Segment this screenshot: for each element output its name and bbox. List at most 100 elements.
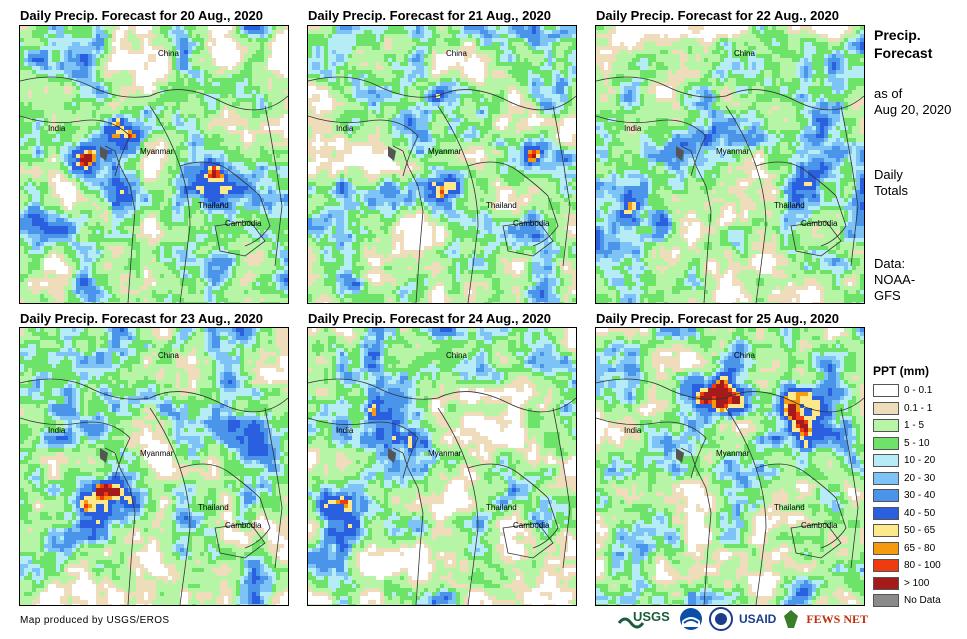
legend-label: 40 - 50 <box>904 508 935 519</box>
legend-item: 10 - 20 <box>873 452 965 470</box>
country-label: Thailand <box>198 201 229 210</box>
country-label: India <box>48 426 66 435</box>
legend-label: 80 - 100 <box>904 560 941 571</box>
country-label: China <box>734 49 755 58</box>
precip-map-day5: China India Myanmar Thailand Cambodia <box>307 327 577 606</box>
country-label: Myanmar <box>140 449 174 458</box>
country-label: Thailand <box>774 201 805 210</box>
country-label: Myanmar <box>716 147 750 156</box>
precip-field: China India Myanmar Thailand Cambodia <box>308 328 576 605</box>
legend-label: 30 - 40 <box>904 490 935 501</box>
sidebar-title: Precip. Forecast <box>874 26 932 62</box>
country-label: India <box>624 426 642 435</box>
precip-field: China India Myanmar Thailand Cambodia <box>596 26 864 303</box>
legend-label: No Data <box>904 595 941 606</box>
noaa-logo-icon <box>680 608 702 630</box>
legend-label: 0.1 - 1 <box>904 403 932 414</box>
logo-fewsnet: FEWS NET <box>806 612 868 627</box>
country-label: Cambodia <box>801 219 838 228</box>
panel-title: Daily Precip. Forecast for 25 Aug., 2020 <box>596 311 839 326</box>
country-label: India <box>624 124 642 133</box>
country-label: Myanmar <box>428 147 462 156</box>
country-label: India <box>48 124 66 133</box>
legend-item: 30 - 40 <box>873 487 965 505</box>
panel-title: Daily Precip. Forecast for 24 Aug., 2020 <box>308 311 551 326</box>
country-label: Thailand <box>486 201 517 210</box>
legend-label: 50 - 65 <box>904 525 935 536</box>
precip-field: China India Myanmar Thailand Cambodia <box>20 26 288 303</box>
country-label: China <box>446 351 467 360</box>
legend-item: 1 - 5 <box>873 417 965 435</box>
usgs-logo-icon: USGS <box>617 609 670 629</box>
legend-swatch <box>873 541 899 555</box>
legend-item: 40 - 50 <box>873 505 965 523</box>
legend-item: > 100 <box>873 575 965 593</box>
legend: PPT (mm) 0 - 0.1 0.1 - 1 1 - 5 5 - 10 10 - 2… <box>873 364 965 610</box>
panel-title: Daily Precip. Forecast for 21 Aug., 2020 <box>308 8 551 23</box>
legend-swatch <box>873 436 899 450</box>
legend-swatch <box>873 559 899 573</box>
legend-label: 5 - 10 <box>904 438 930 449</box>
precip-field: China India Myanmar Thailand Cambodia <box>596 328 864 605</box>
legend-item: 50 - 65 <box>873 522 965 540</box>
panel-title: Daily Precip. Forecast for 23 Aug., 2020 <box>20 311 263 326</box>
country-label: India <box>336 426 354 435</box>
logo-strip: USGS USAID FEWS NET <box>617 605 868 633</box>
precip-map-day6: China India Myanmar Thailand Cambodia <box>595 327 865 606</box>
legend-item: 5 - 10 <box>873 435 965 453</box>
country-label: India <box>336 124 354 133</box>
credit-text: Map produced by USGS/EROS <box>20 615 170 626</box>
legend-swatch <box>873 471 899 485</box>
logo-usaid: USAID <box>739 612 776 626</box>
legend-label: 20 - 30 <box>904 473 935 484</box>
legend-swatch <box>873 524 899 538</box>
country-label: Cambodia <box>513 219 550 228</box>
legend-item: 65 - 80 <box>873 540 965 558</box>
legend-swatch <box>873 454 899 468</box>
country-label: China <box>158 49 179 58</box>
country-label: Cambodia <box>225 521 262 530</box>
legend-item: 80 - 100 <box>873 557 965 575</box>
usaid-seal-icon <box>709 607 733 631</box>
country-label: Myanmar <box>140 147 174 156</box>
legend-title: PPT (mm) <box>873 364 965 378</box>
legend-swatch <box>873 419 899 433</box>
country-label: Thailand <box>198 503 229 512</box>
legend-swatch <box>873 384 899 398</box>
precip-field: China India Myanmar Thailand Cambodia <box>20 328 288 605</box>
precip-field: China India Myanmar Thailand Cambodia <box>308 26 576 303</box>
legend-label: 1 - 5 <box>904 420 924 431</box>
legend-label: 10 - 20 <box>904 455 935 466</box>
legend-label: 0 - 0.1 <box>904 385 932 396</box>
country-label: Thailand <box>774 503 805 512</box>
country-label: Cambodia <box>801 521 838 530</box>
precip-map-day3: China India Myanmar Thailand Cambodia <box>595 25 865 304</box>
sidebar-data-source: Data: NOAA- GFS <box>874 256 915 304</box>
legend-item: No Data <box>873 592 965 610</box>
country-label: China <box>158 351 179 360</box>
legend-item: 0.1 - 1 <box>873 400 965 418</box>
legend-swatch <box>873 506 899 520</box>
legend-swatch <box>873 401 899 415</box>
country-label: Myanmar <box>716 449 750 458</box>
country-label: Thailand <box>486 503 517 512</box>
panel-title: Daily Precip. Forecast for 20 Aug., 2020 <box>20 8 263 23</box>
legend-label: > 100 <box>904 578 929 589</box>
country-label: Cambodia <box>225 219 262 228</box>
precip-map-day4: China India Myanmar Thailand Cambodia <box>19 327 289 606</box>
panel-title: Daily Precip. Forecast for 22 Aug., 2020 <box>596 8 839 23</box>
country-label: China <box>734 351 755 360</box>
legend-item: 0 - 0.1 <box>873 382 965 400</box>
legend-swatch <box>873 594 899 608</box>
sidebar-asof: as of Aug 20, 2020 <box>874 86 951 118</box>
sidebar-totals: Daily Totals <box>874 167 908 199</box>
country-label: Myanmar <box>428 449 462 458</box>
precip-map-day2: China India Myanmar Thailand Cambodia <box>307 25 577 304</box>
country-label: Cambodia <box>513 521 550 530</box>
legend-swatch <box>873 576 899 590</box>
country-label: China <box>446 49 467 58</box>
legend-label: 65 - 80 <box>904 543 935 554</box>
legend-swatch <box>873 489 899 503</box>
logo-usgs: USGS <box>633 609 670 624</box>
fewsnet-logo-icon <box>784 610 799 628</box>
